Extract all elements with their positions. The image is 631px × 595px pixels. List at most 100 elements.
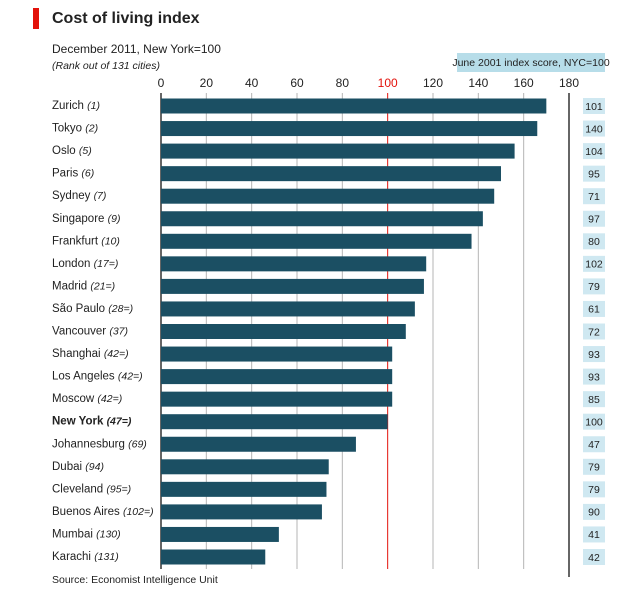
secondary-value: 80 — [588, 236, 600, 248]
x-tick-label: 20 — [200, 76, 214, 90]
secondary-value: 72 — [588, 326, 600, 338]
city-rank: (2) — [85, 122, 98, 134]
city-name: New York — [52, 416, 104, 428]
category-label: Zurich (1) — [52, 100, 100, 112]
city-name: Vancouver — [52, 326, 106, 338]
x-tick-label: 180 — [559, 76, 579, 90]
bar — [161, 391, 393, 407]
bar — [161, 211, 483, 227]
title-marker — [33, 8, 39, 29]
category-label: London (17=) — [52, 258, 118, 270]
city-name: London — [52, 258, 90, 270]
bar — [161, 436, 356, 452]
secondary-box — [583, 98, 605, 114]
category-label: São Paulo (28=) — [52, 303, 133, 315]
secondary-box — [583, 323, 605, 340]
city-rank: (6) — [81, 167, 94, 179]
city-name: Paris — [52, 168, 78, 180]
secondary-value: 47 — [588, 439, 600, 451]
category-label: Frankfurt (10) — [52, 235, 120, 247]
bar — [161, 143, 515, 159]
city-rank: (94) — [85, 461, 104, 473]
secondary-value: 90 — [588, 507, 600, 519]
secondary-box — [583, 368, 605, 385]
city-rank: (102=) — [123, 506, 154, 518]
city-rank: (131) — [94, 551, 119, 563]
category-label: Cleveland (95=) — [52, 483, 131, 495]
category-label: Shanghai (42=) — [52, 348, 129, 360]
city-rank: (21=) — [90, 280, 115, 292]
secondary-header: June 2001 index score, NYC=100 — [452, 57, 609, 69]
city-name: Buenos Aires — [52, 506, 120, 518]
secondary-value: 102 — [585, 259, 603, 271]
category-label: Johannesburg (69) — [52, 438, 147, 450]
bar — [161, 188, 495, 204]
city-name: Singapore — [52, 213, 104, 225]
secondary-box — [583, 255, 605, 272]
city-name: Cleveland — [52, 483, 103, 495]
category-label: Moscow (42=) — [52, 393, 122, 405]
city-rank: (95=) — [106, 483, 131, 495]
category-label: Los Angeles (42=) — [52, 370, 143, 382]
city-rank: (9) — [108, 213, 121, 225]
x-tick-label: 100 — [378, 76, 398, 90]
secondary-value: 41 — [588, 529, 600, 541]
secondary-value: 104 — [585, 146, 603, 158]
category-label: Buenos Aires (102=) — [52, 506, 154, 518]
city-rank: (69) — [128, 438, 147, 450]
category-label: New York (47=) — [52, 415, 132, 427]
city-name: Johannesburg — [52, 438, 125, 450]
x-tick-label: 60 — [290, 76, 304, 90]
bar — [161, 256, 427, 272]
category-label: Mumbai (130) — [52, 528, 121, 540]
secondary-value: 101 — [585, 101, 603, 113]
secondary-box — [583, 143, 605, 160]
bar — [161, 233, 472, 249]
city-name: Los Angeles — [52, 371, 115, 383]
city-name: Sydney — [52, 190, 91, 202]
category-label: Tokyo (2) — [52, 122, 98, 134]
bar — [161, 549, 266, 565]
secondary-value: 79 — [588, 281, 600, 293]
category-label: Paris (6) — [52, 167, 94, 179]
x-tick-label: 140 — [468, 76, 488, 90]
city-name: Frankfurt — [52, 235, 99, 247]
category-label: Oslo (5) — [52, 145, 92, 157]
bar — [161, 481, 327, 497]
secondary-header-box — [457, 53, 605, 72]
x-tick-label: 0 — [158, 76, 165, 90]
category-label: Madrid (21=) — [52, 280, 115, 292]
category-label: Dubai (94) — [52, 461, 104, 473]
secondary-value: 93 — [588, 349, 600, 361]
city-name: Shanghai — [52, 348, 101, 360]
secondary-box — [583, 233, 605, 250]
x-tick-label: 40 — [245, 76, 259, 90]
bar — [161, 526, 279, 542]
subtitle: December 2011, New York=100 — [52, 42, 221, 56]
city-rank: (130) — [96, 528, 121, 540]
secondary-box — [583, 503, 605, 520]
category-label: Singapore (9) — [52, 213, 120, 225]
secondary-value: 140 — [585, 123, 603, 135]
city-name: Karachi — [52, 551, 91, 563]
bar — [161, 98, 547, 114]
city-rank: (10) — [101, 235, 120, 247]
bar — [161, 346, 393, 362]
secondary-value: 79 — [588, 484, 600, 496]
category-label: Vancouver (37) — [52, 325, 128, 337]
secondary-value: 85 — [588, 394, 600, 406]
city-rank: (28=) — [108, 303, 133, 315]
secondary-box — [583, 278, 605, 295]
city-name: Moscow — [52, 393, 95, 405]
secondary-value: 42 — [588, 552, 600, 564]
city-name: São Paulo — [52, 303, 105, 315]
city-rank: (42=) — [118, 370, 143, 382]
secondary-box — [583, 526, 605, 543]
secondary-box — [583, 165, 605, 182]
city-name: Dubai — [52, 461, 82, 473]
x-tick-label: 120 — [423, 76, 443, 90]
bar — [161, 504, 322, 520]
secondary-box — [583, 413, 605, 430]
note: (Rank out of 131 cities) — [52, 60, 160, 72]
